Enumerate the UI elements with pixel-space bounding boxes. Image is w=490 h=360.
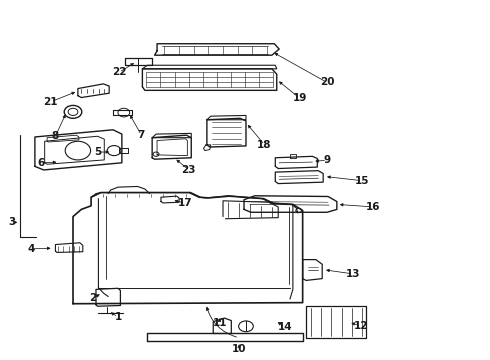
Text: 18: 18 bbox=[257, 140, 272, 150]
Text: 17: 17 bbox=[178, 198, 193, 208]
Text: 3: 3 bbox=[8, 217, 15, 227]
Text: 8: 8 bbox=[52, 131, 59, 141]
Text: 7: 7 bbox=[138, 130, 145, 140]
Text: 21: 21 bbox=[43, 97, 58, 107]
Text: 9: 9 bbox=[323, 155, 331, 165]
Text: 2: 2 bbox=[89, 293, 96, 303]
Text: 15: 15 bbox=[355, 176, 369, 186]
Text: 16: 16 bbox=[366, 202, 380, 212]
Text: 13: 13 bbox=[346, 269, 361, 279]
FancyArrowPatch shape bbox=[206, 307, 237, 337]
Text: 22: 22 bbox=[112, 67, 126, 77]
Text: 4: 4 bbox=[27, 244, 35, 254]
Text: 11: 11 bbox=[212, 318, 227, 328]
Text: 5: 5 bbox=[94, 147, 101, 157]
Text: 6: 6 bbox=[37, 158, 45, 168]
Text: 19: 19 bbox=[293, 93, 307, 103]
Text: 14: 14 bbox=[278, 322, 293, 332]
Text: 12: 12 bbox=[354, 321, 368, 331]
Text: 23: 23 bbox=[182, 165, 196, 175]
Text: 10: 10 bbox=[232, 344, 246, 354]
Text: 1: 1 bbox=[114, 312, 122, 322]
Text: 20: 20 bbox=[320, 77, 334, 87]
